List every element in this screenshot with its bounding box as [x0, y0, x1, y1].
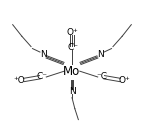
Text: Mo: Mo: [63, 65, 81, 78]
Text: N: N: [40, 50, 46, 59]
Text: N: N: [69, 87, 75, 96]
Text: O⁺: O⁺: [67, 28, 79, 37]
Text: C⁻: C⁻: [37, 72, 48, 81]
Text: ⁻C: ⁻C: [96, 72, 107, 81]
Text: N: N: [98, 50, 104, 59]
Text: ⁺O: ⁺O: [14, 76, 26, 85]
Text: C⁻: C⁻: [67, 43, 78, 52]
Text: O⁺: O⁺: [118, 76, 130, 85]
